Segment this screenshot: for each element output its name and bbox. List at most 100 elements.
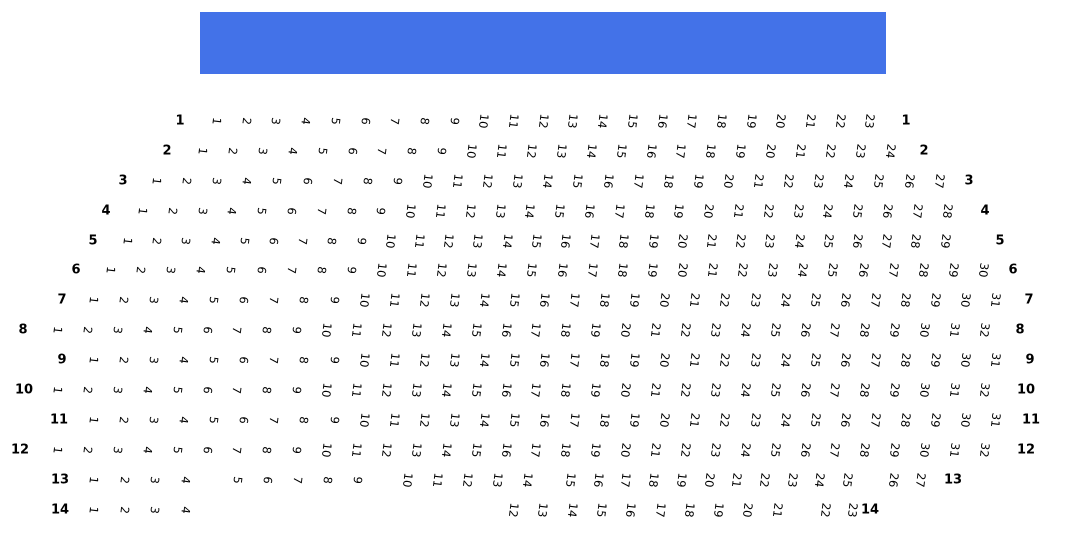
seat-row6-17[interactable]: 17 xyxy=(584,261,601,279)
seat-row4-28[interactable]: 28 xyxy=(939,202,956,220)
seat-row6-26[interactable]: 26 xyxy=(855,261,872,279)
seat-row10-5[interactable]: 5 xyxy=(169,385,185,395)
seat-row3-22[interactable]: 22 xyxy=(780,172,797,190)
seat-row2-15[interactable]: 15 xyxy=(613,142,630,160)
seat-row5-15[interactable]: 15 xyxy=(528,232,545,250)
seat-row2-18[interactable]: 18 xyxy=(703,142,719,160)
seat-row2-24[interactable]: 24 xyxy=(882,142,899,160)
seat-row13-23[interactable]: 23 xyxy=(784,471,801,489)
seat-row5-11[interactable]: 11 xyxy=(411,232,428,250)
seat-row5-17[interactable]: 17 xyxy=(587,232,603,250)
seat-row7-8[interactable]: 8 xyxy=(296,295,312,305)
seat-row7-24[interactable]: 24 xyxy=(777,291,794,309)
seat-row10-21[interactable]: 21 xyxy=(647,381,664,399)
seat-row13-9[interactable]: 9 xyxy=(350,475,366,485)
seat-row6-23[interactable]: 23 xyxy=(765,261,781,279)
seat-row6-22[interactable]: 22 xyxy=(734,261,751,279)
seat-row4-11[interactable]: 11 xyxy=(432,202,449,220)
seat-row13-5[interactable]: 5 xyxy=(230,475,246,485)
seat-row10-18[interactable]: 18 xyxy=(558,381,574,399)
seat-row4-26[interactable]: 26 xyxy=(879,202,896,220)
seat-row13-16[interactable]: 16 xyxy=(590,471,607,489)
seat-row6-19[interactable]: 19 xyxy=(644,261,661,279)
seat-row7-11[interactable]: 11 xyxy=(386,291,403,309)
seat-row2-20[interactable]: 20 xyxy=(762,142,779,160)
seat-row11-2[interactable]: 2 xyxy=(116,415,132,425)
seat-row14-17[interactable]: 17 xyxy=(652,501,669,519)
seat-row8-10[interactable]: 10 xyxy=(318,321,335,339)
seat-row8-5[interactable]: 5 xyxy=(169,325,185,335)
seat-row9-9[interactable]: 9 xyxy=(326,355,342,365)
seat-row9-4[interactable]: 4 xyxy=(176,355,192,365)
seat-row11-15[interactable]: 15 xyxy=(506,411,523,429)
seat-row1-7[interactable]: 7 xyxy=(387,116,403,126)
seat-row12-1[interactable]: 1 xyxy=(50,445,66,455)
seat-row1-18[interactable]: 18 xyxy=(713,112,730,130)
seat-row12-31[interactable]: 31 xyxy=(946,441,963,459)
seat-row3-11[interactable]: 11 xyxy=(449,172,466,190)
seat-row2-21[interactable]: 21 xyxy=(792,142,809,160)
seat-row4-8[interactable]: 8 xyxy=(343,206,359,216)
seat-row12-2[interactable]: 2 xyxy=(80,445,96,455)
seat-row13-7[interactable]: 7 xyxy=(290,475,306,485)
seat-row9-21[interactable]: 21 xyxy=(687,351,703,369)
seat-row5-12[interactable]: 12 xyxy=(441,232,457,250)
seat-row3-27[interactable]: 27 xyxy=(931,172,948,190)
seat-row7-22[interactable]: 22 xyxy=(717,291,734,309)
seat-row5-8[interactable]: 8 xyxy=(324,236,340,246)
seat-row1-1[interactable]: 1 xyxy=(209,116,225,126)
seat-row8-31[interactable]: 31 xyxy=(946,321,963,339)
seat-row10-15[interactable]: 15 xyxy=(468,381,485,399)
seat-row12-7[interactable]: 7 xyxy=(229,445,245,455)
seat-row10-17[interactable]: 17 xyxy=(528,381,544,399)
seat-row9-7[interactable]: 7 xyxy=(266,355,282,365)
seat-row7-21[interactable]: 21 xyxy=(687,291,703,309)
seat-row5-29[interactable]: 29 xyxy=(937,232,954,250)
seat-row13-19[interactable]: 19 xyxy=(673,471,690,489)
seat-row6-16[interactable]: 16 xyxy=(554,261,571,279)
seat-row11-23[interactable]: 23 xyxy=(747,411,764,429)
seat-row9-14[interactable]: 14 xyxy=(476,351,493,369)
seat-row9-3[interactable]: 3 xyxy=(146,355,162,365)
seat-row7-23[interactable]: 23 xyxy=(747,291,764,309)
seat-row10-26[interactable]: 26 xyxy=(797,381,814,399)
seat-row3-14[interactable]: 14 xyxy=(540,172,556,190)
seat-row3-20[interactable]: 20 xyxy=(720,172,737,190)
seat-row3-9[interactable]: 9 xyxy=(390,176,405,186)
seat-row4-20[interactable]: 20 xyxy=(701,202,717,220)
seat-row6-24[interactable]: 24 xyxy=(795,261,811,279)
seat-row13-14[interactable]: 14 xyxy=(519,471,536,489)
seat-row3-2[interactable]: 2 xyxy=(179,176,195,186)
seat-row13-12[interactable]: 12 xyxy=(459,471,476,489)
seat-row7-4[interactable]: 4 xyxy=(176,295,192,305)
seat-row12-28[interactable]: 28 xyxy=(857,441,873,459)
seat-row3-24[interactable]: 24 xyxy=(841,172,857,190)
seat-row7-26[interactable]: 26 xyxy=(837,291,854,309)
seat-row13-4[interactable]: 4 xyxy=(178,475,194,485)
seat-row9-23[interactable]: 23 xyxy=(747,351,764,369)
seat-row11-5[interactable]: 5 xyxy=(206,415,222,425)
seat-row13-11[interactable]: 11 xyxy=(429,471,446,489)
seat-row3-23[interactable]: 23 xyxy=(811,172,827,190)
seat-row11-4[interactable]: 4 xyxy=(176,415,192,425)
seat-row2-5[interactable]: 5 xyxy=(314,146,330,156)
seat-row4-27[interactable]: 27 xyxy=(909,202,926,220)
seat-row10-12[interactable]: 12 xyxy=(378,381,395,399)
seat-row8-15[interactable]: 15 xyxy=(468,321,485,339)
seat-row8-11[interactable]: 11 xyxy=(348,321,365,339)
seat-row10-27[interactable]: 27 xyxy=(827,381,843,399)
seat-row3-6[interactable]: 6 xyxy=(299,176,315,186)
seat-row8-4[interactable]: 4 xyxy=(140,325,155,335)
seat-row6-6[interactable]: 6 xyxy=(253,265,269,275)
seat-row13-15[interactable]: 15 xyxy=(562,471,579,489)
seat-row5-22[interactable]: 22 xyxy=(733,232,749,250)
seat-row10-11[interactable]: 11 xyxy=(348,381,365,399)
seat-row3-17[interactable]: 17 xyxy=(630,172,647,190)
seat-row12-25[interactable]: 25 xyxy=(767,441,784,459)
seat-row11-19[interactable]: 19 xyxy=(627,411,643,429)
seat-row2-13[interactable]: 13 xyxy=(553,142,570,160)
seat-row9-25[interactable]: 25 xyxy=(807,351,824,369)
seat-row1-8[interactable]: 8 xyxy=(417,116,433,126)
seat-row14-19[interactable]: 19 xyxy=(710,501,727,519)
seat-row11-10[interactable]: 10 xyxy=(356,411,373,429)
